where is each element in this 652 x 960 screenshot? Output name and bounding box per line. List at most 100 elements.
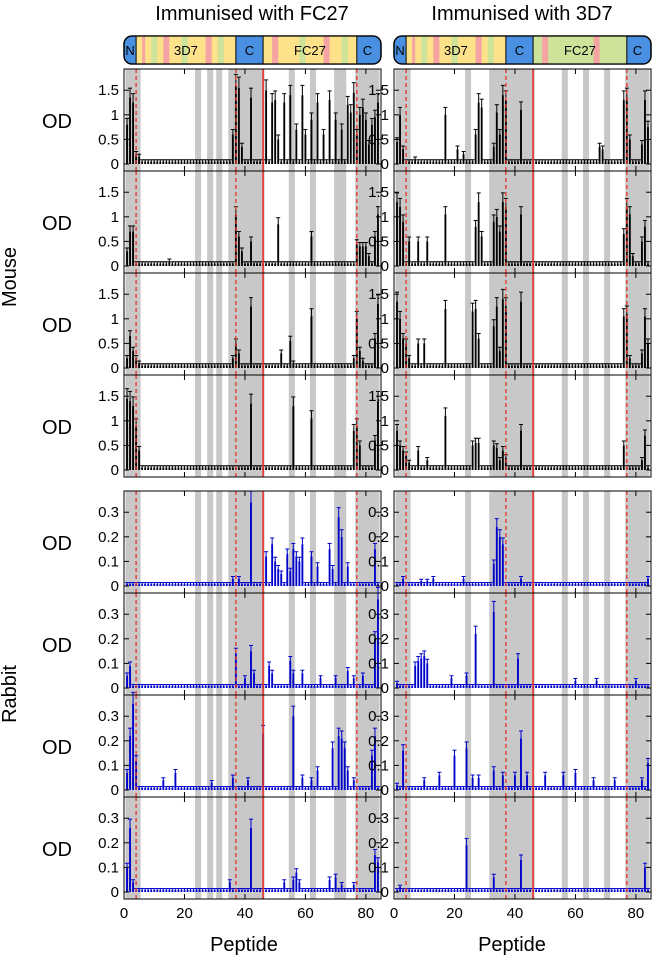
data-bar [523, 788, 525, 790]
data-bar [352, 92, 355, 164]
data-bar [495, 526, 498, 586]
data-bar [544, 584, 547, 586]
data-bar [331, 686, 334, 688]
data-bar [319, 584, 322, 586]
data-bar [583, 365, 586, 368]
shaded-region [334, 273, 347, 375]
data-bar [319, 365, 322, 368]
data-bar [256, 365, 258, 368]
group-label-mouse: Mouse [0, 247, 21, 307]
data-bar [495, 216, 498, 266]
data-bar [280, 573, 283, 586]
x-tick-label: 80 [358, 905, 375, 922]
data-bar [144, 263, 147, 266]
y-tick-label: 0.5 [368, 437, 389, 454]
panel-mouse-fc27-2: 00.511.5OD [42, 170, 382, 275]
data-bar [277, 467, 280, 470]
data-bar [207, 467, 210, 470]
domain-stripe [487, 36, 494, 64]
data-bar [568, 686, 571, 688]
data-bar [628, 139, 631, 164]
data-bar [520, 214, 522, 266]
panel-rabbit-fc27-1: 00.10.20.3OD [42, 490, 382, 595]
data-bar [429, 584, 432, 586]
domain-label: 3D7 [174, 43, 198, 58]
data-bar [544, 365, 547, 368]
domain-label: C [633, 43, 642, 58]
shaded-region [207, 593, 214, 695]
data-bar [535, 467, 538, 470]
data-bar [219, 890, 222, 892]
data-bar [423, 656, 426, 688]
y-axis-label: OD [42, 213, 72, 235]
data-bar [141, 686, 144, 688]
data-bar [268, 365, 271, 368]
data-bar [592, 161, 595, 164]
data-bar [283, 788, 286, 790]
data-bar [471, 686, 474, 688]
data-bar [631, 256, 634, 266]
data-bar [595, 467, 598, 470]
data-bar [447, 584, 450, 586]
data-bar [574, 772, 577, 790]
data-bar [340, 884, 343, 892]
data-bar [644, 686, 646, 688]
data-bar [556, 890, 559, 892]
domain-stripe [272, 36, 279, 64]
data-bar [541, 365, 544, 368]
data-bar [444, 890, 447, 892]
data-bar [253, 584, 255, 586]
data-bar [444, 114, 447, 164]
panel-mouse-fc27-1: 00.511.5OD [42, 68, 382, 173]
x-tick-label: 80 [628, 905, 645, 922]
data-bar [237, 467, 240, 470]
data-bar [450, 365, 453, 368]
data-bar [298, 263, 301, 266]
data-bar [399, 584, 401, 586]
y-tick-label: 0.1 [98, 553, 119, 570]
data-bar [402, 750, 405, 790]
data-bar [517, 890, 519, 892]
data-bar [343, 890, 346, 892]
data-bar [126, 584, 128, 586]
data-bar [432, 161, 435, 164]
data-bar [201, 467, 204, 470]
data-bar [219, 365, 222, 368]
data-bar [150, 584, 153, 586]
data-bar [619, 788, 622, 790]
data-bar [352, 884, 355, 892]
data-bar [213, 467, 216, 470]
data-bar [189, 467, 192, 470]
data-bar [634, 467, 637, 470]
data-bar [174, 263, 177, 266]
data-bar [507, 365, 510, 368]
y-tick-label: 0 [381, 884, 389, 901]
data-bar [577, 161, 580, 164]
data-bar [583, 263, 586, 266]
panel-rabbit-3d7-4: 00.10.20.3 [368, 796, 652, 901]
data-bar [462, 154, 465, 164]
column-title-3d7: Immunised with 3D7 [431, 3, 612, 25]
data-bar [607, 365, 610, 368]
data-bar [328, 549, 331, 586]
shaded-region [195, 171, 202, 273]
data-bar [304, 686, 307, 688]
data-bar [423, 161, 426, 164]
data-bar [328, 686, 331, 688]
data-bar [150, 686, 153, 688]
data-bar [550, 161, 553, 164]
shaded-region [395, 593, 411, 695]
panel-rabbit-3d7-1: 00.10.20.3 [368, 490, 652, 595]
data-bar [447, 686, 450, 688]
data-bar [553, 788, 556, 790]
data-bar [402, 338, 405, 368]
shaded-region [489, 593, 535, 695]
shaded-region [228, 69, 265, 171]
data-bar [225, 365, 228, 368]
data-bar [313, 263, 316, 266]
data-bar [283, 467, 286, 470]
data-bar [465, 584, 468, 586]
data-bar [180, 467, 183, 470]
data-bar [328, 467, 331, 470]
shaded-region [561, 593, 568, 695]
